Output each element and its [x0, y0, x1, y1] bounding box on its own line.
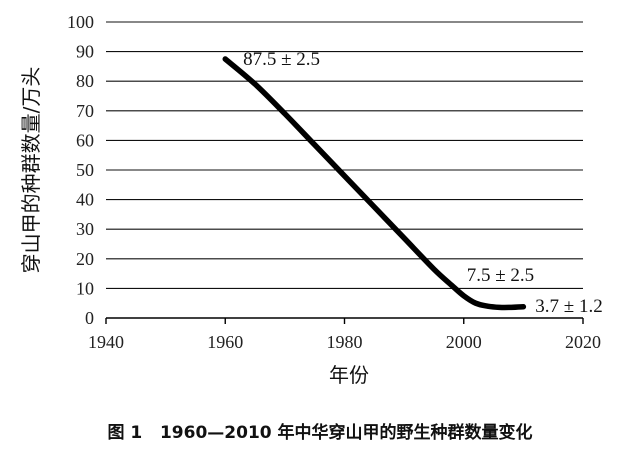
y-tick-labels: 0 10 20 30 40 50 60 70 80 90 100 [67, 12, 94, 328]
y-axis-title: 穿山甲的种群数量/万头 [19, 67, 43, 274]
x-tick-label: 2020 [565, 332, 601, 352]
data-annotation: 3.7 ± 1.2 [535, 296, 602, 317]
data-annotation: 87.5 ± 2.5 [243, 49, 320, 70]
x-tick-label: 2000 [446, 332, 482, 352]
x-axis-title: 年份 [329, 363, 369, 387]
x-tick-label: 1960 [207, 332, 243, 352]
series-layer [222, 56, 527, 311]
y-tick-label: 70 [76, 101, 94, 121]
y-tick-label: 30 [76, 219, 94, 239]
annotations: 87.5 ± 2.5 7.5 ± 2.53.7 ± 1.2 [243, 49, 603, 317]
series-line [222, 56, 527, 311]
y-tick-label: 100 [67, 12, 94, 32]
figure-caption: 图 1 1960—2010 年中华穿山甲的野生种群数量变化 [107, 423, 533, 443]
y-tick-label: 0 [85, 308, 94, 328]
y-tick-label: 20 [76, 249, 94, 269]
data-annotation: 7.5 ± 2.5 [467, 265, 534, 286]
chart: 0 10 20 30 40 50 60 70 80 90 100 1940 1960 1980 2000 2… [19, 12, 603, 387]
y-tick-label: 10 [76, 278, 94, 298]
y-tick-label: 60 [76, 130, 94, 150]
x-tick-labels: 1940 1960 1980 2000 2020 [88, 318, 601, 352]
y-tick-label: 40 [76, 190, 94, 210]
x-tick-label: 1940 [88, 332, 124, 352]
y-tick-label: 50 [76, 160, 94, 180]
grid-lines [106, 21, 583, 289]
y-tick-label: 80 [76, 71, 94, 91]
y-tick-label: 90 [76, 42, 94, 62]
x-tick-label: 1980 [327, 332, 363, 352]
